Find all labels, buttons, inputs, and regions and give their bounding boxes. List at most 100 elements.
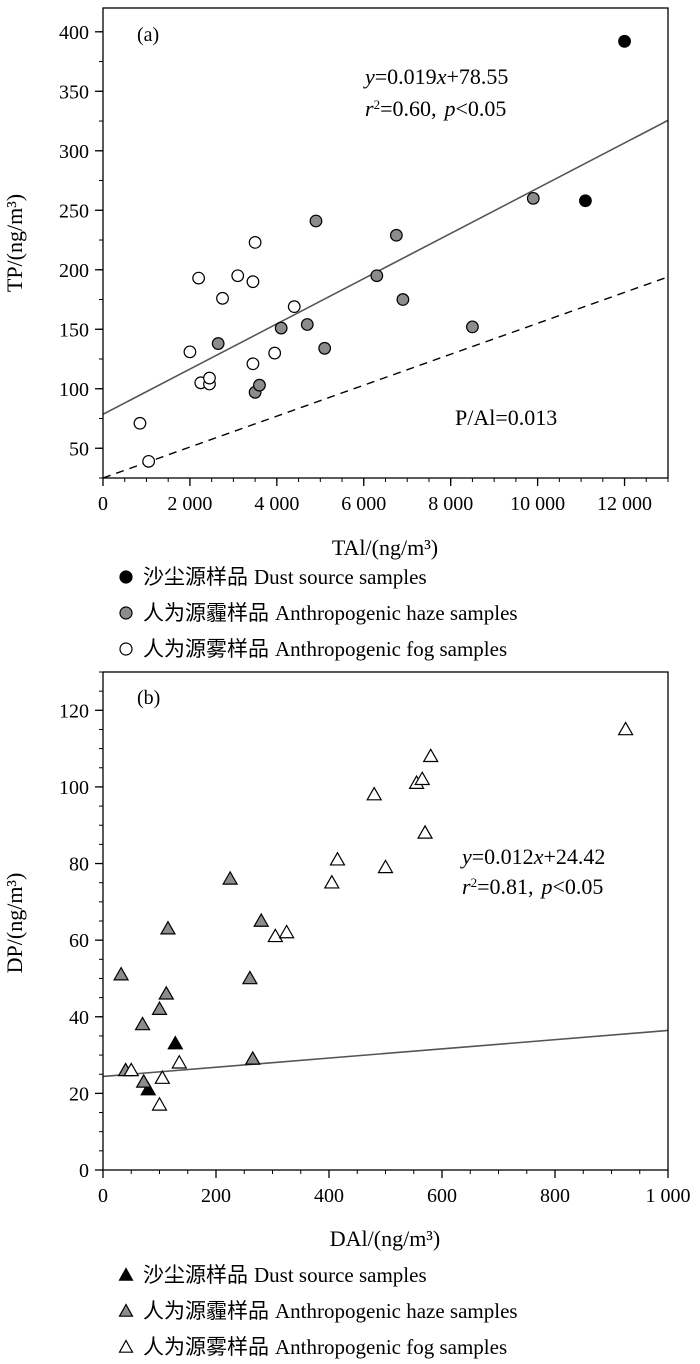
data-point (318, 341, 332, 355)
panel-b-x-axis-label: DAl/(ng/m³) (330, 1226, 440, 1251)
data-point (268, 346, 282, 360)
legend-label-en: Anthropogenic fog samples (275, 637, 507, 661)
legend-label-cn: 人为源雾样品 (143, 637, 269, 661)
legend-marker (118, 1339, 134, 1353)
data-point (140, 1081, 157, 1096)
data-point (329, 851, 346, 866)
legend-label-cn: 沙尘源样品 (143, 1263, 248, 1287)
series-3-points (133, 236, 301, 468)
data-point (154, 1069, 171, 1084)
x-tick-label: 10 000 (510, 493, 565, 515)
legend-marker (119, 570, 133, 584)
data-point (389, 228, 403, 242)
series-2-points (211, 191, 540, 399)
data-point (151, 1096, 168, 1111)
panel-a-chart: 0 2 000 4 000 6 000 8 000 10 000 12 000 50 100 15… (2, 7, 669, 661)
data-point (309, 214, 323, 228)
data-point (323, 874, 340, 889)
y-tick-label: 150 (59, 319, 89, 341)
data-point (253, 378, 266, 392)
panel-b-chart: 0 200 400 600 800 1 000 0 20 40 60 80 100 120 (b) y=… (2, 671, 691, 1359)
legend-label-en: Dust source samples (254, 565, 427, 589)
data-point (366, 786, 383, 801)
data-point (142, 454, 156, 468)
x-tick-label: 12 000 (597, 493, 652, 515)
data-point (253, 912, 270, 927)
data-point (158, 985, 175, 1000)
data-point (466, 320, 479, 334)
data-point (123, 1062, 140, 1077)
panel-a-regression-equation: y=0.019x+78.55 (363, 64, 508, 89)
x-tick-label: 0 (98, 1185, 108, 1207)
data-point (246, 357, 260, 371)
x-tick-label: 0 (98, 493, 108, 515)
panel-a-plot-area (103, 34, 668, 478)
legend-marker (119, 606, 133, 620)
y-tick-label: 50 (69, 438, 89, 460)
x-tick-label: 600 (427, 1185, 457, 1207)
data-point (241, 970, 258, 985)
data-point (278, 924, 295, 939)
data-point (579, 194, 592, 208)
series-2-points (113, 870, 270, 1088)
x-tick-label: 1 000 (646, 1185, 691, 1207)
panel-b-regression-equation: y=0.012x+24.42 (460, 844, 605, 869)
regression-line (103, 1029, 668, 1078)
data-point (526, 191, 540, 205)
data-point (216, 291, 229, 305)
legend-label-en: Anthropogenic haze samples (275, 1299, 518, 1323)
y-tick-label: 200 (59, 260, 89, 282)
data-point (300, 318, 314, 331)
data-point (133, 416, 147, 430)
panel-b-legend: 沙尘源样品 Dust source samples 人为源霾样品 Anthropoge… (118, 1263, 518, 1359)
reference-line (103, 276, 668, 478)
y-tick-label: 40 (69, 1007, 89, 1029)
data-point (267, 928, 284, 943)
x-tick-label: 200 (201, 1185, 231, 1207)
x-tick-label: 8 000 (428, 493, 473, 515)
data-point (134, 1016, 151, 1031)
legend-label-cn: 沙尘源样品 (143, 565, 248, 589)
legend-label-cn: 人为源霾样品 (143, 601, 269, 625)
data-point (617, 721, 634, 736)
legend-marker (119, 642, 133, 656)
y-tick-label: 400 (59, 22, 89, 44)
y-tick-label: 60 (69, 930, 89, 952)
y-tick-label: 0 (79, 1160, 89, 1182)
x-tick-label: 4 000 (254, 493, 299, 515)
panel-a-label: (a) (137, 24, 159, 46)
data-point (192, 271, 206, 285)
data-point (183, 345, 197, 359)
panel-a-reference-line-label: P/Al=0.013 (455, 405, 557, 430)
legend-label-cn: 人为源霾样品 (143, 1299, 269, 1323)
legend-label-cn: 人为源雾样品 (143, 1335, 269, 1359)
data-point (203, 371, 216, 385)
y-tick-label: 80 (69, 854, 89, 876)
series-3-points (123, 721, 634, 1111)
panel-a-ticks: 0 2 000 4 000 6 000 8 000 10 000 12 000 50 100 15… (59, 22, 669, 515)
panel-b-frame (102, 671, 669, 1171)
panel-a-legend: 沙尘源样品 Dust source samples 人为源霾样品 Anthropoge… (119, 565, 518, 661)
legend-label-en: Anthropogenic fog samples (275, 1335, 507, 1359)
panel-b-plot-area (103, 721, 668, 1111)
data-point (246, 275, 260, 289)
data-point (274, 321, 288, 335)
panel-a-y-axis-label: TP/(ng/m³) (2, 194, 27, 292)
data-point (370, 269, 384, 283)
y-tick-label: 250 (59, 200, 89, 222)
x-tick-label: 6 000 (341, 493, 386, 515)
data-point (244, 1050, 261, 1065)
series-1-points (579, 34, 631, 208)
legend-marker (118, 1303, 134, 1317)
data-point (113, 966, 130, 981)
x-tick-label: 2 000 (167, 493, 212, 515)
x-tick-label: 400 (314, 1185, 344, 1207)
y-tick-label: 20 (69, 1083, 89, 1105)
data-point (231, 269, 245, 283)
y-tick-label: 120 (59, 700, 89, 722)
data-point (287, 300, 301, 314)
data-point (377, 859, 394, 874)
data-point (422, 748, 439, 763)
data-point (248, 236, 262, 249)
